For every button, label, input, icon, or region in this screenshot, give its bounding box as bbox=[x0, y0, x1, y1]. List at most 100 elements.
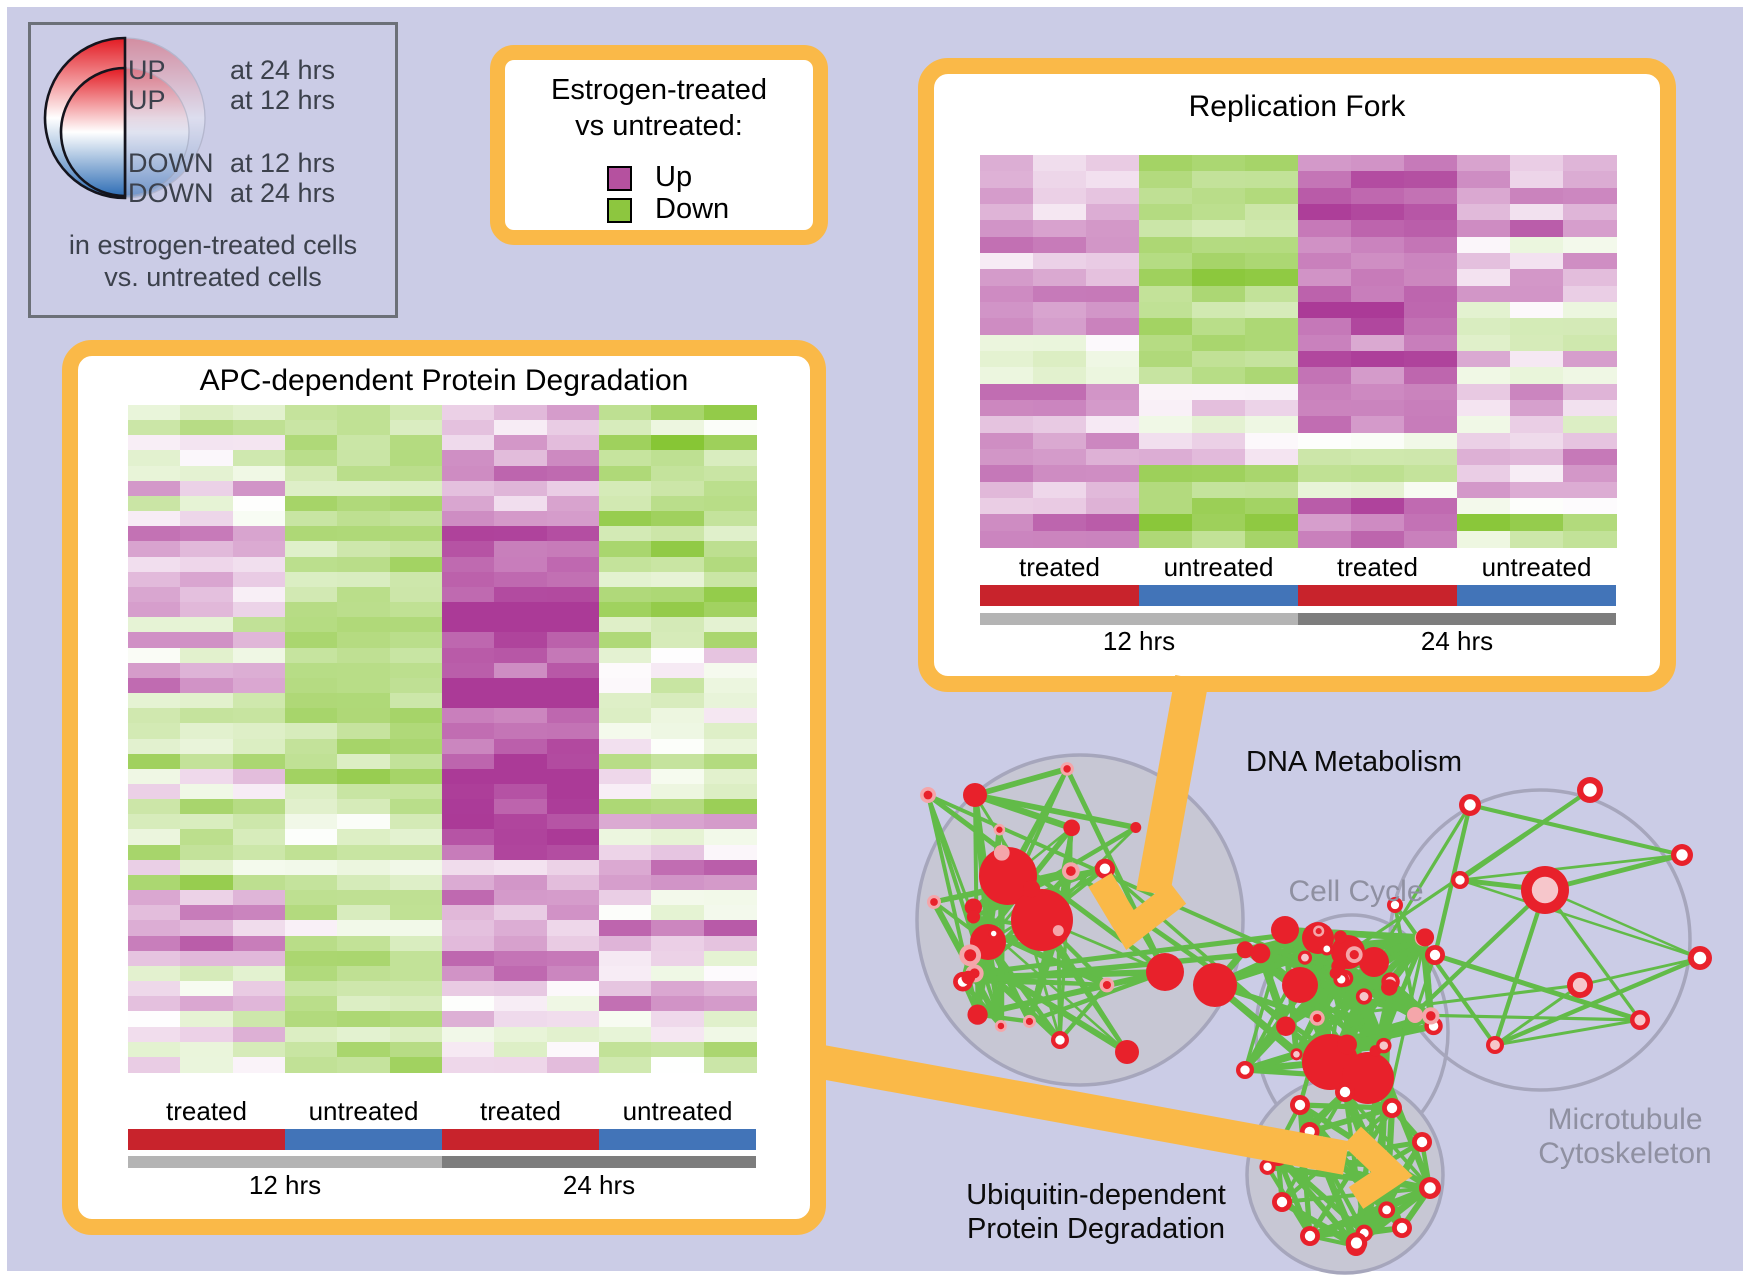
heatmap-cell bbox=[1245, 236, 1299, 254]
heatmap-cell bbox=[442, 1056, 495, 1073]
heatmap-cell bbox=[1510, 481, 1564, 499]
heatmap-cell bbox=[232, 662, 286, 679]
heatmap-cell bbox=[232, 1041, 286, 1058]
heatmap-cell bbox=[442, 905, 495, 921]
heatmap-cell bbox=[599, 586, 652, 603]
ring-legend-box: UP at 24 hrs UP at 12 hrs DOWN at 12 hrs… bbox=[28, 22, 398, 318]
heatmap-cell bbox=[442, 586, 495, 603]
heatmap-cell bbox=[703, 950, 757, 967]
heatmap-cell bbox=[442, 708, 495, 724]
heatmap-cell bbox=[651, 859, 705, 876]
heatmap-cell bbox=[546, 1011, 600, 1028]
heatmap-cell bbox=[1510, 334, 1564, 352]
heatmap-cell bbox=[1298, 236, 1352, 254]
heatmap-cell bbox=[180, 602, 234, 618]
heatmap-cell bbox=[494, 602, 548, 618]
heatmap-cell bbox=[1192, 334, 1246, 352]
heatmap-cell bbox=[442, 556, 495, 573]
heatmap-cell bbox=[1404, 383, 1458, 401]
heatmap-cell bbox=[546, 981, 600, 997]
heatmap-cell bbox=[1245, 351, 1299, 368]
heatmap-cell bbox=[1298, 187, 1352, 205]
heatmap-cell bbox=[1351, 416, 1405, 434]
heatmap-cell bbox=[180, 556, 234, 573]
heatmap-cell bbox=[703, 874, 757, 891]
heatmap-cell bbox=[389, 617, 443, 633]
time-label: 12 hrs bbox=[1102, 626, 1176, 656]
heatmap-cell bbox=[651, 890, 705, 906]
heatmap-cell bbox=[599, 617, 652, 633]
heatmap-cell bbox=[651, 526, 705, 543]
heatmap-cell bbox=[1404, 530, 1458, 548]
heatmap-cell bbox=[494, 996, 548, 1012]
heatmap-cell bbox=[389, 571, 443, 588]
heatmap-cell bbox=[599, 890, 652, 906]
heatmap-cell bbox=[1245, 318, 1299, 336]
heatmap-cell bbox=[180, 1026, 234, 1043]
up-color-swatch bbox=[607, 166, 632, 191]
heatmap-cell bbox=[1457, 383, 1511, 401]
heatmap-cell bbox=[599, 950, 652, 967]
heatmap-cell bbox=[1404, 498, 1458, 515]
heatmap-cell bbox=[546, 511, 600, 527]
heatmap-cell bbox=[1404, 155, 1458, 172]
heatmap-cell bbox=[232, 738, 286, 755]
heatmap-cell bbox=[1510, 236, 1564, 254]
heatmap-cell bbox=[651, 1041, 705, 1058]
heatmap-cell bbox=[1404, 481, 1458, 499]
heatmap-cell bbox=[980, 334, 1034, 352]
heatmap-cell bbox=[337, 920, 391, 937]
heatmap-cell bbox=[599, 480, 652, 497]
heatmap-cell bbox=[442, 465, 495, 482]
heatmap-cell bbox=[1298, 514, 1352, 532]
heatmap-cell bbox=[285, 920, 338, 937]
heatmap-cell bbox=[285, 890, 338, 906]
heatmap-cell bbox=[651, 981, 705, 997]
heatmap-cell bbox=[1086, 514, 1140, 532]
heatmap-cell bbox=[180, 935, 234, 952]
heatmap-cell bbox=[1192, 367, 1246, 385]
heatmap-cell bbox=[494, 541, 548, 558]
at-12-label: at 12 hrs bbox=[230, 85, 336, 115]
heatmap-cell bbox=[180, 905, 234, 921]
heatmap-cell bbox=[1457, 449, 1511, 466]
heatmap-cell bbox=[337, 602, 391, 618]
heatmap-cell bbox=[232, 435, 286, 452]
condition-label: untreated bbox=[1163, 552, 1274, 582]
heatmap-cell bbox=[703, 1056, 757, 1073]
heatmap-cell bbox=[128, 677, 181, 694]
microtubule-cytoskeleton-label: Microtubule Cytoskeleton bbox=[1538, 1103, 1712, 1170]
heatmap-cell bbox=[285, 799, 338, 815]
heatmap-cell bbox=[546, 541, 600, 558]
heatmap-cell bbox=[337, 693, 391, 709]
heatmap-cell bbox=[337, 950, 391, 967]
heatmap-cell bbox=[1510, 171, 1564, 189]
heatmap-cell bbox=[703, 435, 757, 452]
heatmap-cell bbox=[651, 1026, 705, 1043]
heatmap-cell bbox=[1086, 432, 1140, 450]
heatmap-cell bbox=[442, 435, 495, 452]
heatmap-cell bbox=[546, 571, 600, 588]
heatmap-cell bbox=[128, 920, 181, 937]
heatmap-cell bbox=[546, 1041, 600, 1058]
heatmap-cell bbox=[703, 965, 757, 982]
heatmap-cell bbox=[442, 480, 495, 497]
heatmap-cell bbox=[232, 602, 286, 618]
heatmap-cell bbox=[546, 738, 600, 755]
heatmap-cell bbox=[494, 905, 548, 921]
heatmap-cell bbox=[1033, 530, 1087, 548]
heatmap-cell bbox=[1298, 155, 1352, 172]
heatmap-cell bbox=[337, 981, 391, 997]
heatmap-cell bbox=[651, 874, 705, 891]
up-12-label: UP bbox=[128, 85, 166, 115]
heatmap-cell bbox=[1563, 269, 1617, 287]
heatmap-cell bbox=[599, 511, 652, 527]
heatmap-cell bbox=[1245, 449, 1299, 466]
heatmap-cell bbox=[1086, 400, 1140, 417]
heatmap-cell bbox=[980, 432, 1034, 450]
heatmap-cell bbox=[389, 541, 443, 558]
heatmap-cell bbox=[599, 662, 652, 679]
heatmap-cell bbox=[285, 783, 338, 800]
heatmap-cell bbox=[442, 965, 495, 982]
heatmap-cell bbox=[651, 1056, 705, 1073]
